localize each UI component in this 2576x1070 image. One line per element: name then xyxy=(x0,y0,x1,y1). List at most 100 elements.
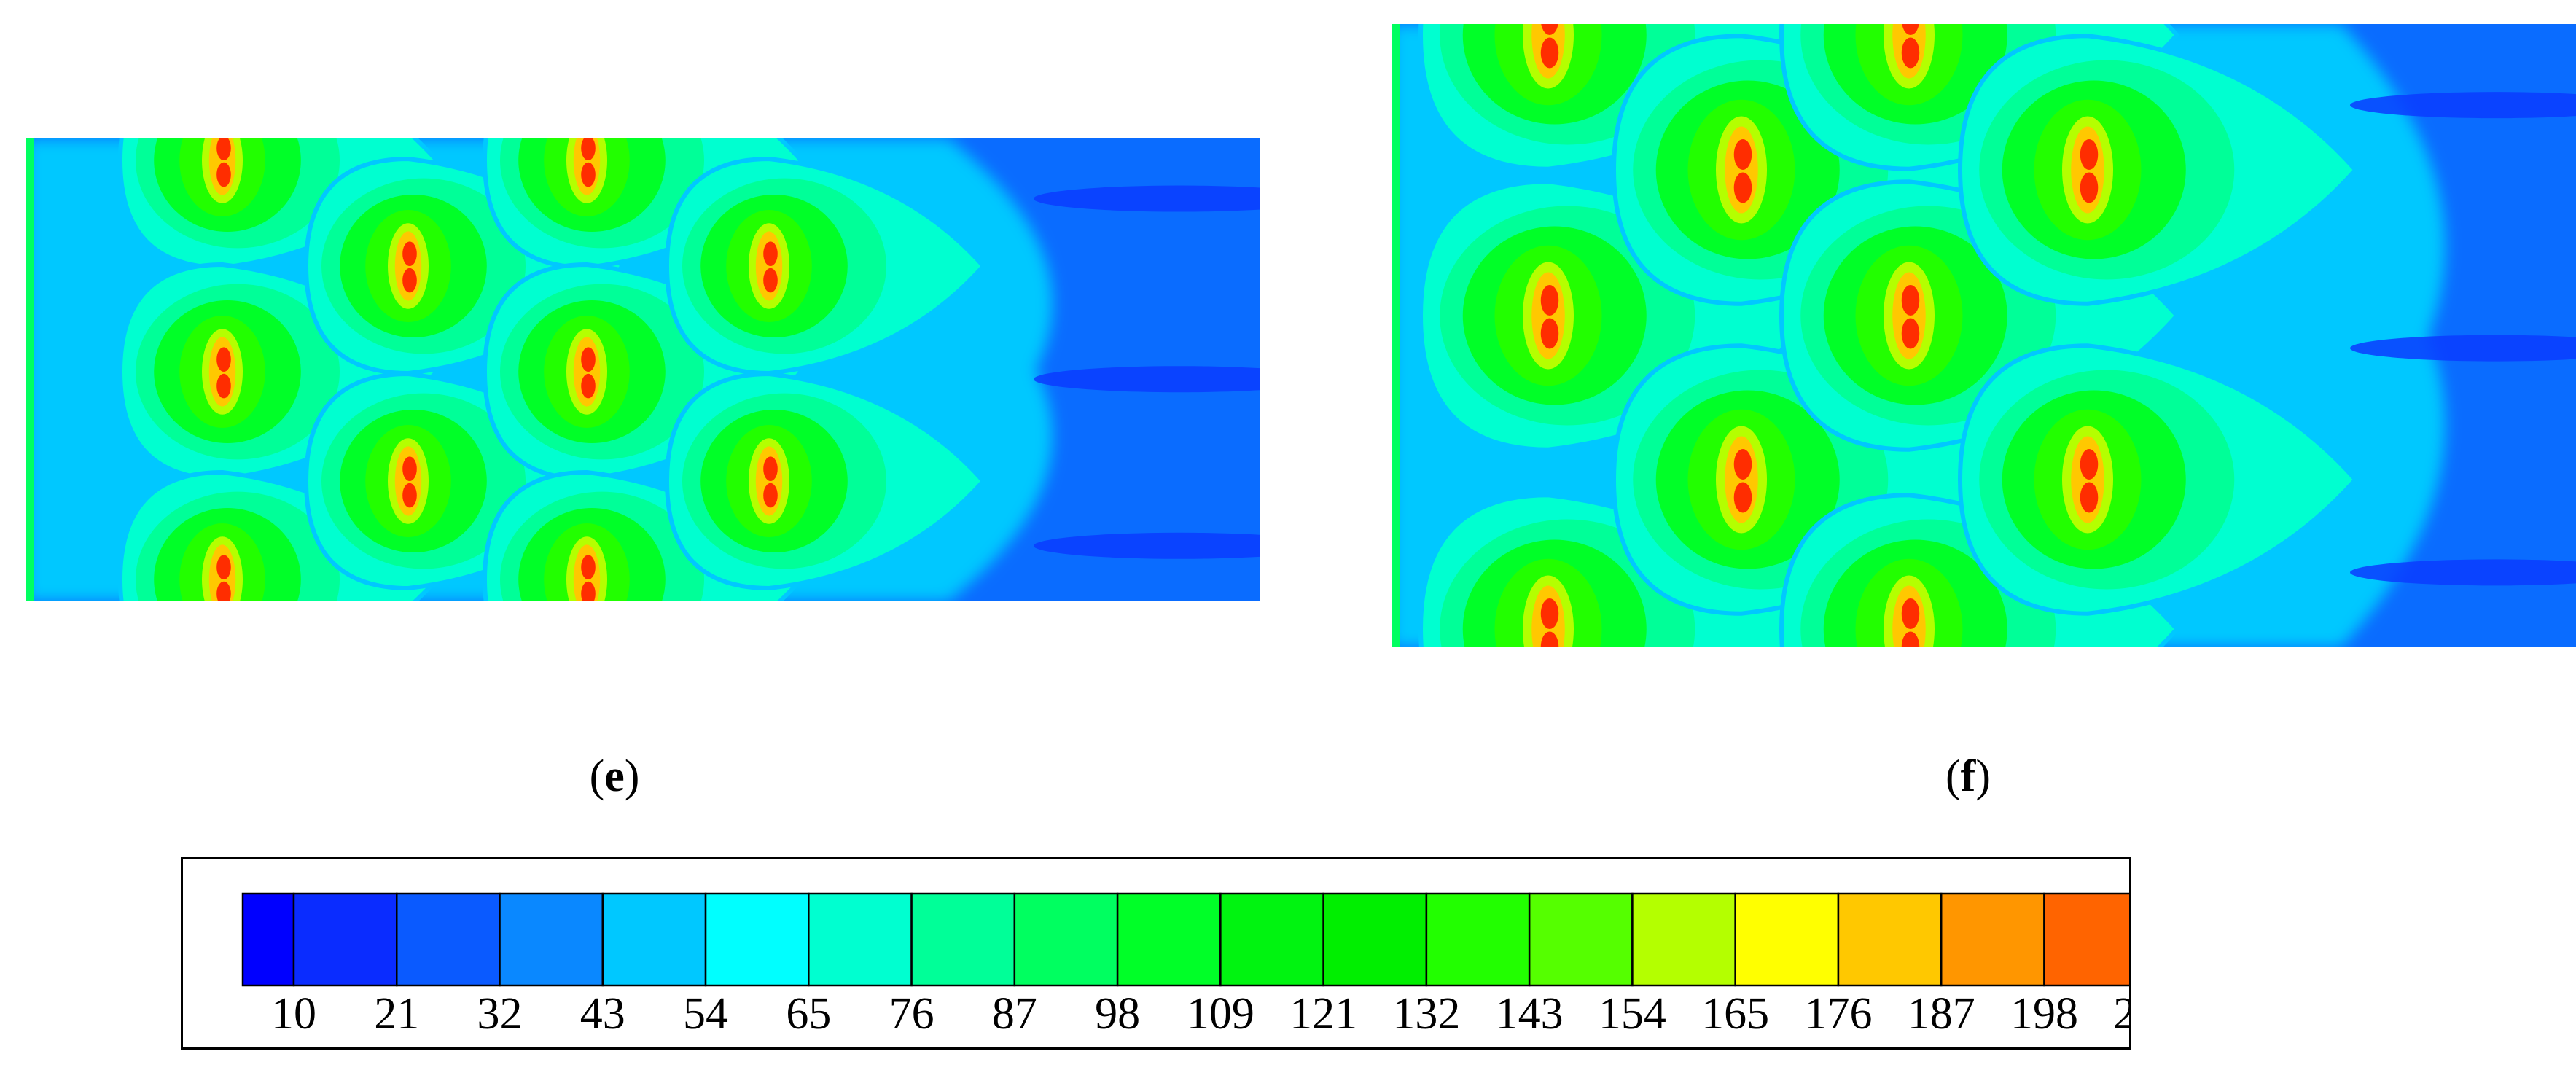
cell-peak-contour xyxy=(216,555,231,579)
panel-e-cell xyxy=(482,469,805,601)
colorbar-swatch xyxy=(601,892,707,987)
cell-peak-contour xyxy=(1733,449,1752,480)
colorbar: 10 21 32 43 54 65 76 87 98 109 121 132 143 154 165 176 1… xyxy=(241,892,2129,1039)
colorbar-tick-label: 165 xyxy=(1701,989,1769,1039)
panel-e-cell xyxy=(664,371,987,591)
cell-peak-contour xyxy=(216,347,231,372)
colorbar-tick-label: 121 xyxy=(1289,989,1357,1039)
colorbar-swatch xyxy=(1425,892,1531,987)
panel-caption-e: (e) xyxy=(589,751,640,801)
colorbar-tick-label: 209 xyxy=(2113,989,2129,1039)
panel-e-cell xyxy=(664,156,987,376)
colorbar-swatch xyxy=(1940,892,2045,987)
cell-peak-contour xyxy=(581,555,596,579)
panel-f-cell xyxy=(1957,34,2359,306)
cell-peak-contour xyxy=(763,456,778,481)
cell-peak-contour xyxy=(402,241,417,266)
cell-peak-contour xyxy=(402,268,417,293)
cell-peak-contour xyxy=(216,581,231,601)
cell-peak-contour xyxy=(1540,37,1559,69)
cell-peak-contour xyxy=(581,581,596,601)
cell-peak-contour xyxy=(1733,172,1752,203)
cell-peak-contour xyxy=(581,347,596,372)
colorbar-tick-label: 176 xyxy=(1804,989,1872,1039)
colorbar-swatch xyxy=(808,892,913,987)
colorbar-tick-label: 87 xyxy=(992,989,1037,1039)
panel-f-inlet-strip xyxy=(1392,24,1400,647)
cell-peak-contour xyxy=(763,241,778,266)
cell-peak-contour xyxy=(402,456,417,481)
contour-panel-f xyxy=(1392,24,2576,647)
colorbar-tick-label: 76 xyxy=(889,989,934,1039)
cell-peak-contour xyxy=(1540,598,1559,629)
colorbar-legend: 10 21 32 43 54 65 76 87 98 109 121 132 143 154 165 176 1… xyxy=(181,857,2131,1050)
colorbar-swatch xyxy=(396,892,501,987)
colorbar-tick-label: 43 xyxy=(580,989,625,1039)
panel-e-inlet-strip xyxy=(26,138,34,601)
panel-f-far-field-streak xyxy=(2350,559,2576,586)
panel-f-far-field-streak xyxy=(2350,92,2576,119)
colorbar-swatch xyxy=(1631,892,1736,987)
colorbar-tick-label: 32 xyxy=(477,989,523,1039)
panel-e-far-field-streak xyxy=(1034,185,1260,212)
panel-caption-f: (f) xyxy=(1945,751,1991,801)
cell-peak-contour xyxy=(1901,598,1920,629)
cell-peak-contour xyxy=(1902,24,1919,35)
cell-peak-contour xyxy=(2080,139,2099,170)
cell-peak-contour xyxy=(1733,139,1752,170)
cell-peak-contour xyxy=(1540,631,1559,647)
colorbar-swatch xyxy=(499,892,604,987)
panel-e-cell xyxy=(117,138,440,270)
colorbar-tick-label: 21 xyxy=(374,989,419,1039)
cell-peak-contour xyxy=(1901,285,1920,316)
cell-peak-contour xyxy=(1901,37,1920,69)
cell-peak-contour xyxy=(1901,318,1920,349)
colorbar-tick-label: 65 xyxy=(786,989,831,1039)
colorbar-tick-label: 132 xyxy=(1392,989,1460,1039)
colorbar-swatch xyxy=(704,892,810,987)
colorbar-swatch xyxy=(292,892,398,987)
colorbar-swatch xyxy=(1219,892,1324,987)
panel-f-far-field-streak xyxy=(2350,335,2576,362)
colorbar-tick-label: 98 xyxy=(1095,989,1140,1039)
contour-plot-f xyxy=(1392,24,2576,647)
panel-caption-f-letter: f xyxy=(1960,751,1976,801)
cell-peak-contour xyxy=(1541,24,1558,35)
colorbar-tick-label: 154 xyxy=(1599,989,1666,1039)
panel-e-far-field-streak xyxy=(1034,366,1260,393)
colorbar-swatch xyxy=(1528,892,1634,987)
cell-peak-contour xyxy=(581,162,596,187)
colorbar-swatch xyxy=(1734,892,1840,987)
cell-peak-contour xyxy=(1901,631,1920,647)
colorbar-tick-label: 187 xyxy=(1908,989,1975,1039)
colorbar-swatch xyxy=(1837,892,1943,987)
contour-plot-e xyxy=(26,138,1260,601)
colorbar-tick-label: 54 xyxy=(683,989,728,1039)
colorbar-swatch xyxy=(1116,892,1222,987)
cell-peak-contour xyxy=(1733,482,1752,513)
cell-peak-contour xyxy=(216,373,231,399)
cell-peak-contour xyxy=(581,373,596,399)
cell-peak-contour xyxy=(402,483,417,508)
colorbar-tick-label: 109 xyxy=(1187,989,1254,1039)
colorbar-tick-label: 143 xyxy=(1496,989,1564,1039)
cell-peak-contour xyxy=(763,268,778,293)
panel-caption-e-letter: e xyxy=(604,751,625,801)
cell-peak-contour xyxy=(2080,449,2099,480)
colorbar-swatch xyxy=(241,892,295,987)
cell-peak-contour xyxy=(763,483,778,508)
colorbar-tick-label: 10 xyxy=(271,989,316,1039)
cell-peak-contour xyxy=(2080,482,2099,513)
colorbar-swatch xyxy=(1322,892,1428,987)
panel-e-far-field-streak xyxy=(1034,532,1260,559)
cell-peak-contour xyxy=(1540,285,1559,316)
cell-peak-contour xyxy=(581,138,596,160)
colorbar-tick-label: 198 xyxy=(2010,989,2078,1039)
colorbar-swatch xyxy=(910,892,1016,987)
cell-peak-contour xyxy=(1540,318,1559,349)
cell-peak-contour xyxy=(216,162,231,187)
cell-peak-contour xyxy=(2080,172,2099,203)
colorbar-swatch xyxy=(2043,892,2129,987)
contour-panel-e xyxy=(26,138,1260,601)
colorbar-swatch xyxy=(1013,892,1119,987)
